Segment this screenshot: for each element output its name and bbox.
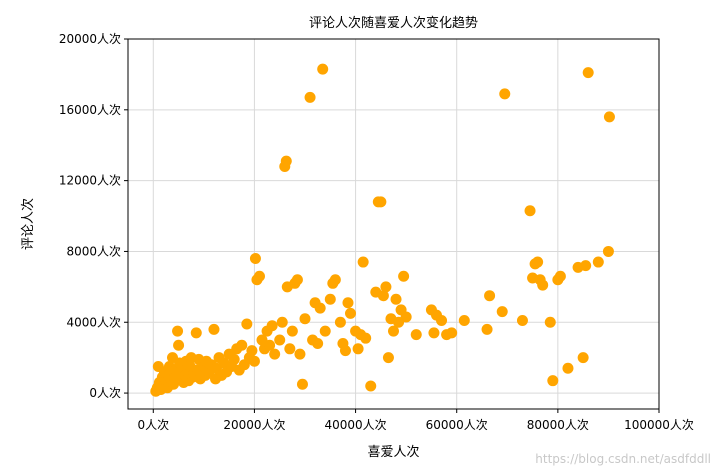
data-point <box>375 196 387 208</box>
data-point <box>334 316 346 328</box>
x-tick-label: 20000人次 <box>223 418 285 432</box>
data-point <box>484 290 496 302</box>
data-point <box>339 345 351 357</box>
data-point <box>428 327 440 339</box>
data-point <box>190 327 202 339</box>
data-point <box>603 111 615 123</box>
data-point <box>577 352 589 364</box>
data-point <box>554 270 566 282</box>
x-tick-label: 40000人次 <box>324 418 386 432</box>
data-point <box>580 260 592 272</box>
data-point <box>284 343 296 355</box>
data-point <box>496 306 508 318</box>
data-point <box>294 348 306 360</box>
data-point <box>537 279 549 291</box>
data-point <box>324 293 336 305</box>
data-point <box>329 274 341 286</box>
y-tick-label: 20000人次 <box>59 32 121 46</box>
data-point <box>398 270 410 282</box>
data-point <box>208 323 220 335</box>
data-point <box>524 205 536 217</box>
data-point <box>592 256 604 268</box>
data-point <box>317 63 329 75</box>
watermark-text: https://blog.csdn.net/asdfddll <box>535 452 711 466</box>
data-point <box>481 323 493 335</box>
y-tick-label: 4000人次 <box>66 315 121 329</box>
data-point <box>410 329 422 341</box>
data-point <box>304 91 316 103</box>
data-point <box>241 318 253 330</box>
x-tick-label: 0人次 <box>137 418 169 432</box>
data-point <box>436 314 448 326</box>
data-point <box>516 314 528 326</box>
x-tick-label: 80000人次 <box>527 418 589 432</box>
data-point <box>296 378 308 390</box>
data-point <box>228 353 240 365</box>
data-point <box>274 334 286 346</box>
data-point <box>380 281 392 293</box>
data-point <box>312 337 324 349</box>
data-point <box>352 343 364 355</box>
data-point <box>286 325 298 337</box>
data-point <box>291 274 303 286</box>
y-tick-label: 0人次 <box>89 386 121 400</box>
data-point <box>269 348 281 360</box>
data-point <box>377 290 389 302</box>
axis-ticks: 0人次 20000人次 40000人次 60000人次 80000人次 100000人次 0… <box>59 32 694 432</box>
data-point <box>602 245 614 257</box>
data-point <box>582 67 594 79</box>
data-point <box>172 325 184 337</box>
data-point <box>168 378 180 390</box>
plot-frame <box>127 38 660 410</box>
data-point <box>390 293 402 305</box>
x-tick-label: 100000人次 <box>624 418 694 432</box>
data-point <box>314 302 326 314</box>
data-point <box>280 155 292 167</box>
data-points <box>150 63 615 397</box>
y-tick-label: 16000人次 <box>59 103 121 117</box>
data-point <box>236 339 248 351</box>
data-point <box>253 270 265 282</box>
data-point <box>249 253 261 265</box>
data-point <box>547 375 559 387</box>
data-point <box>562 362 574 374</box>
y-tick-label: 12000人次 <box>59 174 121 188</box>
data-point <box>319 325 331 337</box>
data-point <box>345 307 357 319</box>
x-tick-label: 60000人次 <box>426 418 488 432</box>
data-point <box>400 311 412 323</box>
x-axis-label: 喜爱人次 <box>367 444 419 460</box>
plot-area <box>128 39 659 409</box>
data-point <box>360 332 372 344</box>
data-point <box>499 88 511 100</box>
data-point <box>266 320 278 332</box>
data-point <box>365 380 377 392</box>
chart-title: 评论人次随喜爱人次变化趋势 <box>309 15 478 31</box>
data-point <box>173 339 185 351</box>
data-point <box>532 256 544 268</box>
data-point <box>458 314 470 326</box>
data-point <box>544 316 556 328</box>
data-point <box>299 313 311 325</box>
data-point <box>276 316 288 328</box>
data-point <box>382 352 394 364</box>
data-point <box>264 339 276 351</box>
data-point <box>388 325 399 337</box>
y-tick-label: 8000人次 <box>66 244 121 258</box>
data-point <box>357 256 369 268</box>
data-point <box>246 345 258 357</box>
data-point <box>342 297 354 309</box>
data-point <box>248 355 260 367</box>
y-axis-label: 评论人次 <box>20 198 36 250</box>
data-point <box>446 327 458 339</box>
